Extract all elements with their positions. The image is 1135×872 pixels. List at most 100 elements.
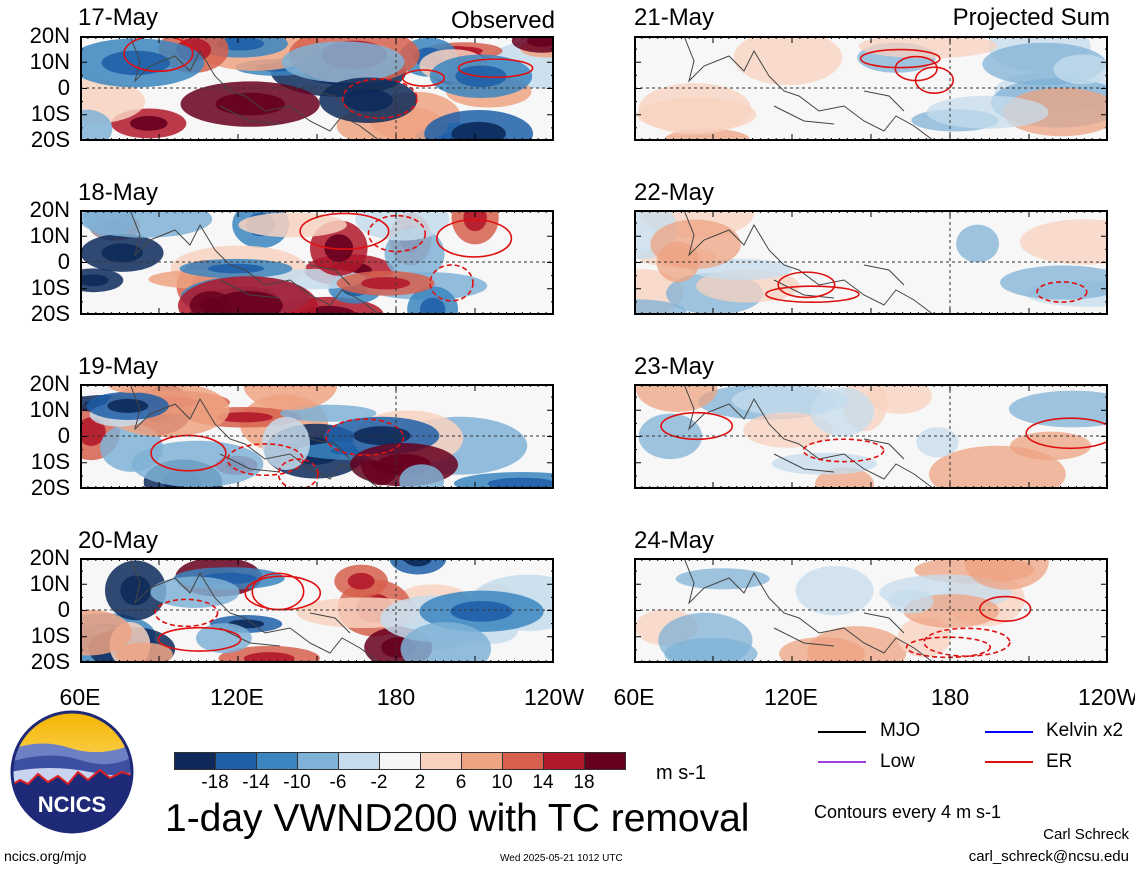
anomaly-shading — [650, 219, 741, 269]
anomaly-shading — [916, 427, 959, 458]
lat-label: 10N — [29, 571, 70, 596]
lat-label: 10S — [30, 101, 70, 126]
lat-label: 10S — [30, 449, 70, 474]
map-panel-17-may — [80, 36, 554, 141]
anomaly-shading — [1019, 219, 1108, 265]
colorbar-tick-label: 18 — [573, 772, 595, 793]
er-contour — [429, 264, 474, 302]
lat-label: 20N — [29, 23, 70, 48]
lat-label: 20S — [30, 301, 70, 326]
observed-label: Observed — [450, 7, 555, 34]
lon-label-120w-left: 120W — [523, 684, 585, 710]
anomaly-shading — [675, 568, 770, 590]
er-contour — [765, 285, 860, 304]
date-label-19-may: 19-May — [78, 353, 159, 380]
er-contour — [979, 595, 1032, 622]
legend-label-mjo: MJO — [880, 720, 921, 741]
legend-line-low — [818, 761, 866, 763]
er-contour — [157, 626, 242, 652]
er-contour — [802, 438, 885, 463]
contour-note: Contours every 4 m s-1 — [814, 802, 1002, 822]
lat-label: 20S — [30, 475, 70, 500]
lat-label: 10S — [30, 275, 70, 300]
er-contour — [150, 434, 227, 472]
anomaly-shading — [80, 210, 213, 238]
author-email[interactable]: carl_schreck@ncsu.edu — [968, 848, 1129, 865]
anomaly-shading — [1053, 54, 1108, 85]
anomaly-shading — [238, 212, 347, 238]
projected-sum-label: Projected Sum — [952, 4, 1110, 31]
er-contour — [436, 218, 513, 258]
anomaly-shading — [928, 445, 1066, 489]
colorbar-swatch — [584, 752, 626, 770]
logo-text: NCICS — [38, 792, 106, 817]
anomaly-shading — [795, 565, 874, 616]
colorbar-swatch — [256, 752, 298, 770]
date-label-24-may: 24-May — [634, 527, 715, 554]
date-label-23-may: 23-May — [634, 353, 715, 380]
anomaly-shading — [634, 299, 687, 315]
colorbar-swatch — [338, 752, 380, 770]
anomaly-shading — [636, 97, 757, 132]
anomaly-shading — [400, 622, 492, 663]
coastline — [683, 210, 935, 315]
er-contour — [154, 598, 219, 628]
er-contour — [923, 627, 1011, 657]
colorbar-tick-label: -18 — [201, 772, 229, 793]
lat-label: 10N — [29, 49, 70, 74]
colorbar-tick-label: -10 — [283, 772, 311, 793]
anomaly-shading — [956, 224, 1000, 263]
author-name: Carl Schreck — [1043, 826, 1129, 843]
map-panel-19-may — [80, 384, 554, 489]
lat-label: 0 — [57, 423, 70, 448]
lon-label-120w-right: 120W — [1077, 684, 1135, 710]
coastline — [683, 384, 935, 489]
lat-label: 10S — [30, 623, 70, 648]
anomaly-shading — [733, 36, 843, 86]
colorbar-tick-label: -6 — [329, 772, 347, 793]
lat-label: 10N — [29, 223, 70, 248]
colorbar-tick-label: -2 — [370, 772, 388, 793]
lat-label: 10N — [29, 397, 70, 422]
map-panel-23-may — [634, 384, 1108, 489]
anomaly-shading — [281, 41, 405, 83]
coastline — [683, 558, 935, 663]
er-contour — [123, 36, 194, 73]
colorbar-tick-label: 6 — [455, 772, 467, 793]
er-contour — [914, 66, 954, 94]
lon-label-180-right: 180 — [930, 684, 970, 710]
coastline — [129, 558, 381, 663]
er-contour — [905, 636, 992, 659]
map-panel-24-may — [634, 558, 1108, 663]
legend-label-kelvin: Kelvin x2 — [1046, 720, 1124, 741]
lat-label: 20N — [29, 545, 70, 570]
timestamp: Wed 2025-05-21 1012 UTC — [500, 853, 623, 864]
lat-label: 20N — [29, 371, 70, 396]
anomaly-shading — [384, 227, 445, 281]
legend-line-er — [985, 761, 1033, 763]
anomaly-shading — [926, 95, 1049, 129]
lat-label: 20S — [30, 127, 70, 152]
lat-label: 20N — [29, 197, 70, 222]
er-contour — [1025, 417, 1108, 450]
site-link[interactable]: ncics.org/mjo — [4, 848, 87, 864]
er-contour — [660, 411, 734, 441]
colorbar-swatch — [502, 752, 544, 770]
er-contour — [457, 58, 534, 79]
er-contour — [367, 214, 427, 253]
lat-label: 20S — [30, 649, 70, 674]
colorbar-swatch — [215, 752, 257, 770]
legend-label-er: ER — [1046, 751, 1073, 772]
lat-label: 0 — [57, 75, 70, 100]
colorbar-tick-label: 2 — [414, 772, 426, 793]
colorbar-tick-label: 14 — [532, 772, 554, 793]
er-contour — [341, 78, 418, 119]
er-contour — [325, 418, 405, 457]
colorbar-swatch — [543, 752, 585, 770]
date-label-22-may: 22-May — [634, 179, 715, 206]
anomaly-shading — [858, 36, 998, 59]
anomaly-shading — [131, 440, 264, 488]
anomaly-shading — [195, 623, 252, 654]
anomaly-shading — [897, 617, 952, 658]
lat-label: 0 — [57, 597, 70, 622]
